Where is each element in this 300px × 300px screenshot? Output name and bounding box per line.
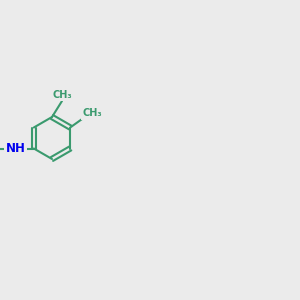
Text: NH: NH	[6, 142, 26, 155]
Text: CH₃: CH₃	[52, 90, 72, 100]
Text: CH₃: CH₃	[82, 109, 102, 118]
